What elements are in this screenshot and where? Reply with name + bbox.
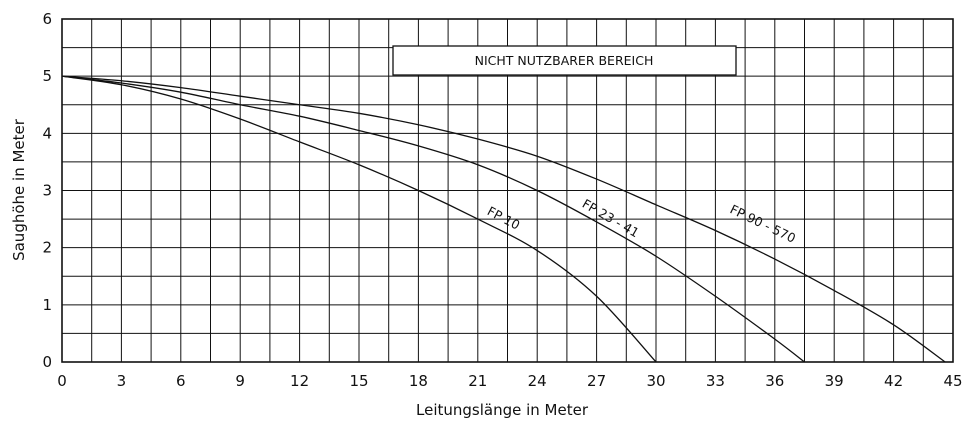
- series-line-2: [61, 75, 805, 363]
- series-line-1: [61, 75, 657, 363]
- x-tick-label: 12: [290, 372, 309, 390]
- series-label: FP 90 - 570: [728, 201, 798, 245]
- y-tick-label: 3: [42, 182, 52, 200]
- series-label: FP 10: [485, 203, 523, 232]
- series-lines: [61, 75, 946, 363]
- grid: [62, 19, 953, 362]
- x-tick-label: 9: [235, 372, 245, 390]
- x-tick-label: 6: [176, 372, 186, 390]
- x-tick-label: 39: [825, 372, 844, 390]
- x-tick-label: 27: [587, 372, 606, 390]
- x-axis-label: Leitungslänge in Meter: [416, 401, 589, 419]
- y-tick-label: 6: [42, 10, 52, 28]
- y-tick-label: 0: [42, 353, 52, 371]
- annotation-text: NICHT NUTZBARER BEREICH: [475, 53, 654, 68]
- x-tick-label: 21: [468, 372, 487, 390]
- y-tick-label: 2: [42, 239, 52, 257]
- x-tick-label: 0: [57, 372, 67, 390]
- series-labels: FP 10 FP 23 - 41 FP 90 - 570: [485, 196, 798, 246]
- x-tick-label: 36: [765, 372, 784, 390]
- y-tick-labels: 0 1 2 3 4 5 6: [42, 10, 52, 371]
- y-tick-label: 4: [42, 124, 52, 142]
- x-tick-label: 18: [409, 372, 428, 390]
- x-tick-label: 3: [117, 372, 127, 390]
- x-tick-label: 30: [646, 372, 665, 390]
- series-line-3: [61, 75, 946, 363]
- x-tick-labels: 0 3 6 9 12 15 18 21 24 27 30 33 36 39 42 45: [57, 372, 962, 390]
- x-tick-label: 42: [884, 372, 903, 390]
- x-tick-label: 45: [943, 372, 962, 390]
- annotation-box: [392, 45, 737, 76]
- plot-frame: [61, 18, 954, 363]
- y-tick-label: 5: [42, 67, 52, 85]
- x-tick-label: 24: [528, 372, 547, 390]
- x-tick-label: 33: [706, 372, 725, 390]
- y-tick-label: 1: [42, 296, 52, 314]
- x-tick-label: 15: [349, 372, 368, 390]
- y-axis-label: Saughöhe in Meter: [10, 118, 28, 261]
